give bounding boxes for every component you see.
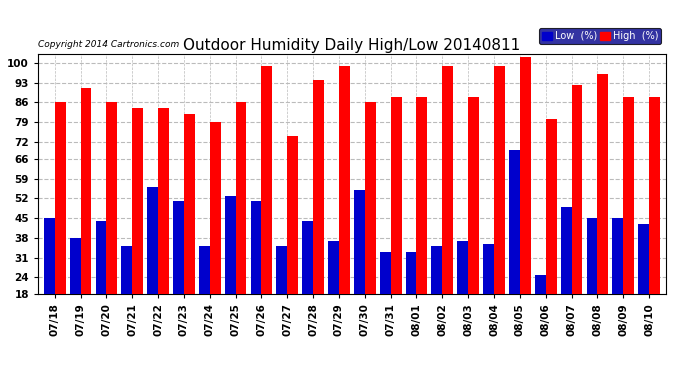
Text: Copyright 2014 Cartronics.com: Copyright 2014 Cartronics.com [38,40,179,49]
Bar [586,218,598,345]
Bar [44,218,55,345]
Bar [520,57,531,345]
Bar [535,274,546,345]
Bar [431,246,442,345]
Bar [457,241,469,345]
Bar [649,97,660,345]
Title: Outdoor Humidity Daily High/Low 20140811: Outdoor Humidity Daily High/Low 20140811 [184,38,520,53]
Bar [354,190,365,345]
Bar [442,66,453,345]
Bar [623,97,634,345]
Bar [96,221,106,345]
Bar [225,195,235,345]
Bar [302,221,313,345]
Bar [469,97,479,345]
Bar [132,108,143,345]
Bar [250,201,262,345]
Bar [81,88,92,345]
Bar [184,114,195,345]
Bar [598,74,608,345]
Bar [509,150,520,345]
Bar [121,246,132,345]
Bar [571,86,582,345]
Bar [277,246,287,345]
Bar [158,108,169,345]
Bar [173,201,184,345]
Bar [55,102,66,345]
Legend: Low  (%), High  (%): Low (%), High (%) [539,28,661,44]
Bar [612,218,623,345]
Bar [561,207,571,345]
Bar [313,80,324,345]
Bar [391,97,402,345]
Bar [262,66,273,345]
Bar [235,102,246,345]
Bar [417,97,427,345]
Bar [406,252,417,345]
Bar [380,252,391,345]
Bar [546,119,557,345]
Bar [70,238,81,345]
Bar [147,187,158,345]
Bar [365,102,375,345]
Bar [483,243,494,345]
Bar [494,66,505,345]
Bar [287,136,298,345]
Bar [339,66,350,345]
Bar [199,246,210,345]
Bar [638,224,649,345]
Bar [106,102,117,345]
Bar [210,122,221,345]
Bar [328,241,339,345]
